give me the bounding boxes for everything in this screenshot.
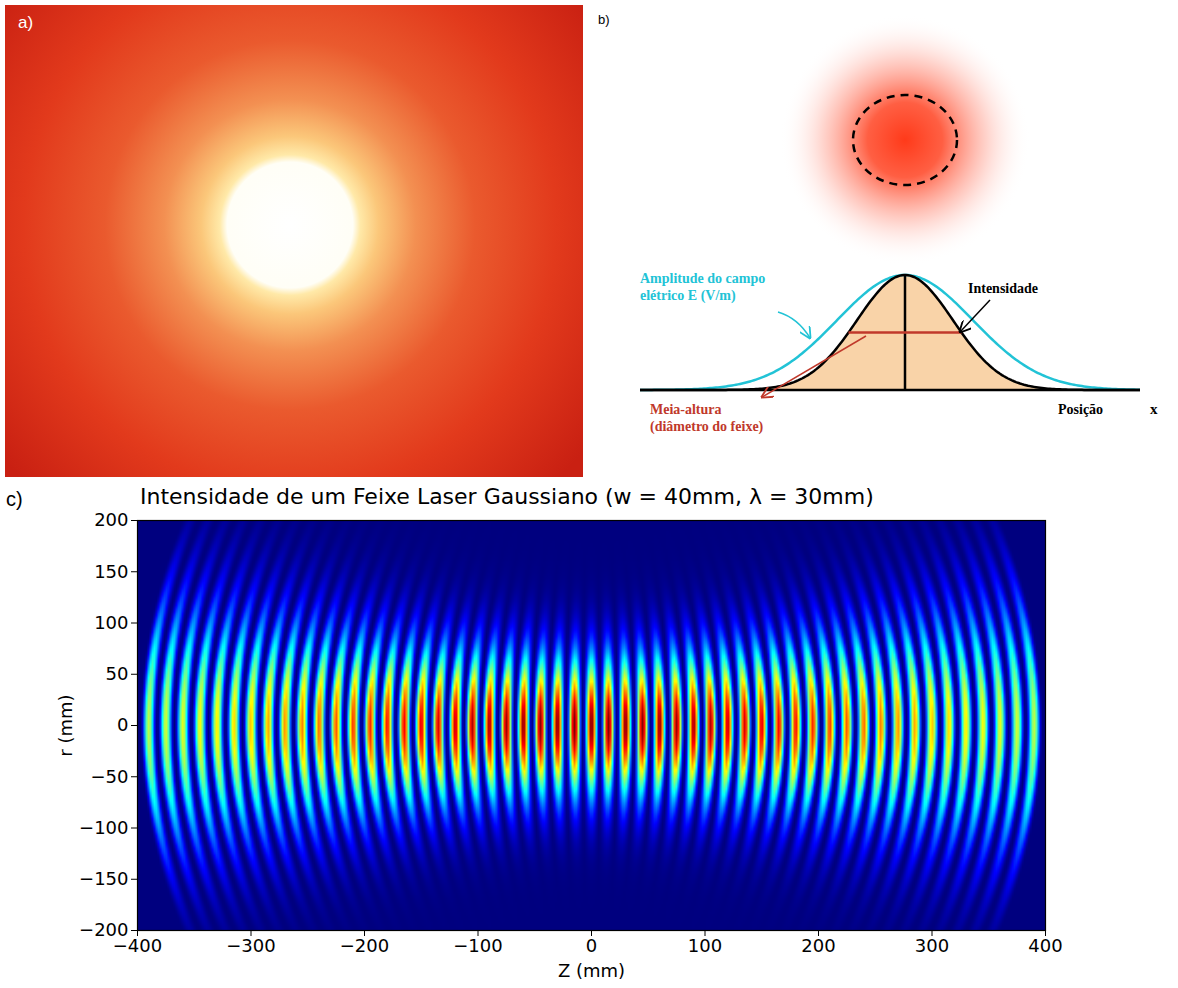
svg-text:r (mm): r (mm) [55, 694, 76, 756]
svg-text:−150: −150 [79, 868, 128, 889]
svg-text:200: 200 [94, 509, 128, 530]
html-text:c): c) [6, 488, 23, 510]
svg-text:Amplitude do campoelétrico E (: Amplitude do campoelétrico E (V/m) [640, 271, 765, 304]
svg-text:Intensidade: Intensidade [968, 281, 1038, 296]
svg-text:−200: −200 [79, 919, 129, 941]
svg-text:100: 100 [688, 935, 722, 956]
svg-text:x: x [1150, 401, 1158, 417]
svg-text:−300: −300 [226, 935, 275, 956]
svg-text:Posição: Posição [1058, 402, 1103, 417]
svg-text:400: 400 [1028, 935, 1062, 956]
svg-text:Meia-altura(diâmetro do feixe): Meia-altura(diâmetro do feixe) [650, 402, 764, 435]
svg-text:−100: −100 [79, 817, 128, 838]
svg-text:150: 150 [94, 561, 128, 582]
svg-text:−400: −400 [113, 935, 162, 956]
svg-text:200: 200 [801, 935, 835, 956]
svg-text:a): a) [18, 13, 33, 32]
svg-text:100: 100 [94, 612, 128, 633]
svg-text:−200: −200 [340, 935, 389, 956]
svg-text:−50: −50 [91, 766, 129, 787]
svg-text:b): b) [598, 12, 610, 27]
svg-text:50: 50 [106, 663, 129, 684]
svg-text:−100: −100 [453, 935, 502, 956]
svg-text:0: 0 [117, 714, 128, 735]
html-text:Intensidade de um Feixe Laser: Intensidade de um Feixe Laser Gaussiano … [140, 484, 874, 509]
svg-text:300: 300 [915, 935, 949, 956]
svg-text:0: 0 [586, 935, 597, 956]
svg-text:Z (mm): Z (mm) [558, 960, 625, 981]
